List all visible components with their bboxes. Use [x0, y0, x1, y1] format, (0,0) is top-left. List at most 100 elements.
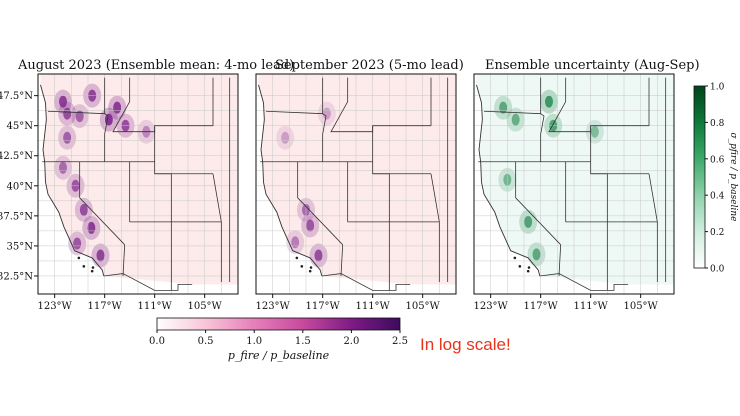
x-tick-label: 117°W [523, 301, 558, 312]
uncertainty-colorbar [693, 85, 706, 269]
fire-hotspot [59, 95, 67, 108]
state-border [297, 161, 343, 245]
state-border [265, 110, 323, 115]
state-border [515, 161, 561, 245]
channel-island [308, 269, 312, 273]
panel-title-august: August 2023 (Ensemble mean: 4-mo lead) [18, 58, 295, 73]
y-tick-label: 45°N [7, 121, 34, 132]
land-area [476, 74, 674, 285]
fire-hotspot [306, 219, 315, 232]
fire-hotspot-halo [286, 230, 305, 255]
y-tick-label: 40°N [7, 181, 34, 192]
fire-hotspot [545, 95, 553, 108]
fire-hotspot [314, 249, 323, 262]
coastline [258, 84, 323, 277]
y-tick-label: 42.5°N [0, 151, 33, 162]
panel-title-uncertainty: Ensemble uncertainty (Aug-Sep) [485, 58, 700, 73]
state-border [112, 77, 213, 133]
x-tick-label: 111°W [137, 301, 172, 312]
x-tick-label: 111°W [573, 301, 608, 312]
x-tick-label: 123°W [473, 301, 508, 312]
fire-hotspot [281, 131, 290, 144]
channel-island [513, 256, 517, 260]
state-border [483, 110, 541, 115]
y-tick-label: 47.5°N [0, 91, 33, 102]
map-frame [255, 73, 457, 295]
x-tick-label: 123°W [37, 301, 72, 312]
fire-hotspot [63, 107, 72, 120]
uncertainty-colorbar-tick-label: 1.0 [710, 83, 725, 93]
channel-island [295, 256, 299, 260]
channel-island [91, 266, 95, 269]
state-border [47, 110, 105, 115]
land-area [258, 74, 456, 285]
map-panel-3: 123°W 117°W 111°W 105°W [473, 73, 675, 312]
map-panel-1: 123°W 117°W 111°W 105°W 47.5°N 45°N 42.5°N 40°N… [0, 73, 239, 312]
channel-island [518, 265, 522, 268]
channel-island [300, 265, 304, 268]
x-tick-label: 105°W [405, 301, 440, 312]
fire-hotspot [59, 161, 67, 174]
fire-hotspot [96, 249, 105, 262]
fire-hotspot [524, 215, 533, 228]
fire-hotspot [73, 237, 82, 250]
state-border [548, 77, 649, 133]
state-border [340, 244, 344, 276]
main-colorbar-tick-label: 1.0 [246, 336, 262, 347]
state-border [322, 77, 327, 162]
channel-island [526, 269, 530, 273]
fire-hotspot [63, 131, 72, 144]
x-tick-label: 111°W [355, 301, 390, 312]
channel-island [77, 256, 81, 260]
fire-hotspot [87, 221, 96, 234]
map-panel-2: 123°W 117°W 111°W 105°W [255, 73, 457, 312]
state-border [330, 77, 431, 133]
fire-hotspot-halo [276, 125, 295, 150]
y-tick-label: 35°N [7, 241, 34, 252]
x-tick-label: 123°W [255, 301, 290, 312]
channel-island [309, 266, 313, 269]
state-border [104, 77, 109, 162]
state-border [558, 244, 562, 276]
main-colorbar-tick-label: 1.5 [295, 336, 311, 347]
fire-hotspot [532, 248, 541, 261]
main-colorbar-label: p_fire / p_baseline [228, 349, 330, 362]
fire-hotspot [79, 203, 88, 216]
state-border [540, 77, 545, 162]
main-colorbar-tick-label: 0.0 [149, 336, 165, 347]
x-tick-label: 105°W [623, 301, 658, 312]
x-tick-label: 105°W [187, 301, 222, 312]
state-border [212, 173, 222, 282]
channel-island [527, 266, 531, 269]
uncertainty-colorbar-tick-label: 0.4 [710, 192, 725, 202]
uncertainty-colorbar-tick-label: 0.0 [710, 265, 725, 275]
uncertainty-colorbar-tick-label: 0.6 [710, 155, 725, 165]
state-border [321, 273, 411, 291]
map-frame [473, 73, 675, 295]
main-colorbar-tick-label: 2.0 [343, 336, 359, 347]
y-tick-label: 37.5°N [0, 211, 33, 222]
uncertainty-colorbar-tick-label: 0.2 [710, 228, 724, 238]
state-border [79, 161, 125, 245]
state-border [122, 244, 126, 276]
x-tick-label: 117°W [87, 301, 122, 312]
state-border [539, 273, 629, 291]
uncertainty-colorbar-tick-label: 0.8 [710, 119, 725, 129]
state-border [103, 273, 193, 291]
main-colorbar-tick-label: 0.5 [198, 336, 214, 347]
fire-hotspot [291, 236, 300, 249]
coastline [40, 84, 105, 277]
log-scale-annotation: In log scale! [420, 335, 511, 354]
panel-title-september: September 2023 (5-mo lead) [275, 58, 464, 73]
y-tick-label: 32.5°N [0, 271, 33, 282]
fire-hotspot [590, 125, 599, 138]
x-tick-label: 117°W [305, 301, 340, 312]
channel-island [82, 265, 86, 268]
fire-hotspot [113, 101, 122, 114]
fire-hotspot [322, 107, 331, 120]
main-colorbar-tick-label: 2.5 [392, 336, 408, 347]
map-frame [37, 73, 239, 295]
main-colorbar [156, 317, 401, 331]
